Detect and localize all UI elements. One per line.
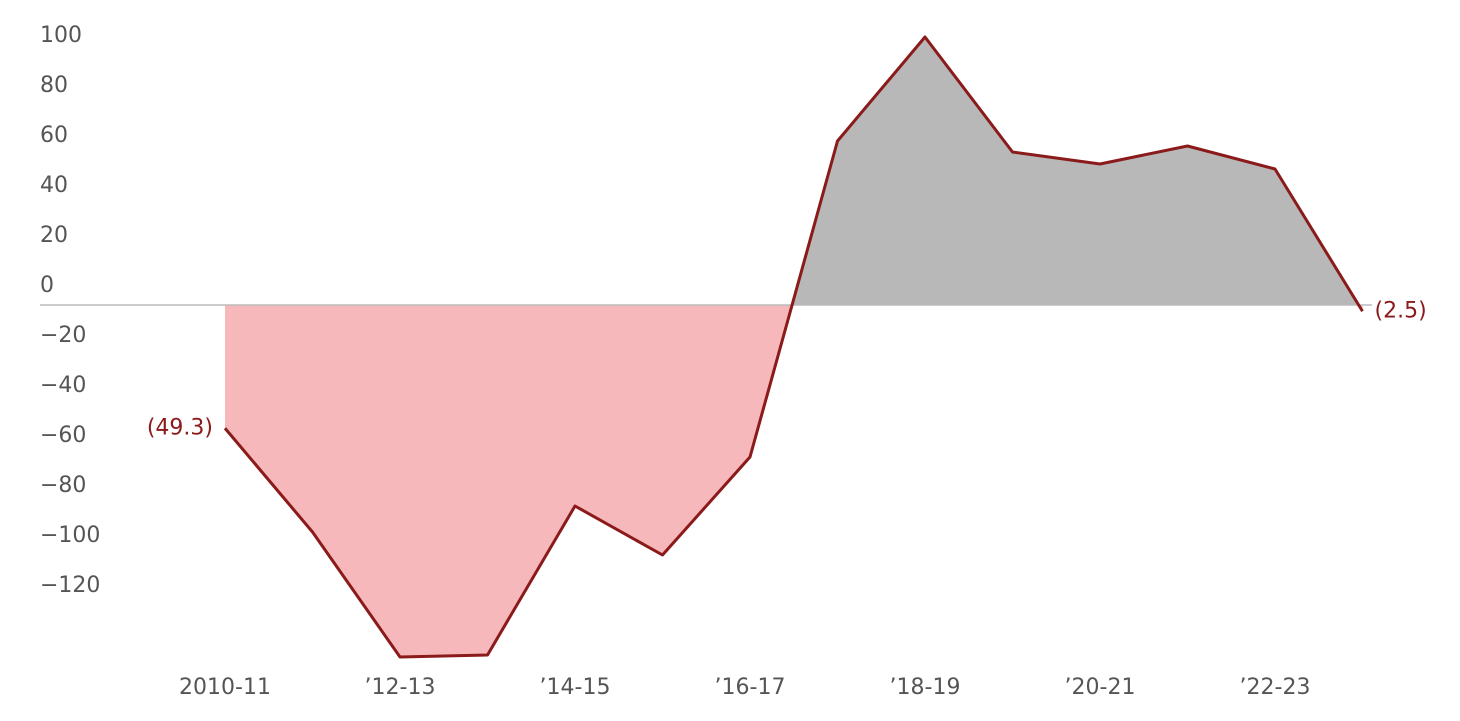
line: [223, 35, 1364, 659]
x-tick-label: 2010-11: [179, 675, 271, 700]
y-tick-label: 20: [40, 223, 68, 248]
y-tick-label: 80: [40, 73, 68, 98]
positive-area: [225, 37, 1363, 305]
negative-area: [225, 305, 1363, 657]
value-label: (49.3): [147, 415, 213, 440]
y-tick-label: 60: [40, 123, 68, 148]
y-tick-label: −120: [40, 573, 100, 598]
x-tick-label: ’14-15: [540, 675, 611, 700]
y-tick-label: 100: [40, 23, 82, 48]
y-tick-label: −20: [40, 323, 86, 348]
y-tick-label: 40: [40, 173, 68, 198]
y-tick-label: −80: [40, 473, 86, 498]
x-tick-label: ’16-17: [715, 675, 786, 700]
y-tick-label: 0: [40, 273, 54, 298]
x-tick-label: ’18-19: [890, 675, 961, 700]
y-tick-label: −100: [40, 523, 100, 548]
x-tick-label: ’22-23: [1240, 675, 1311, 700]
y-tick-label: −60: [40, 423, 86, 448]
x-tick-label: ’12-13: [365, 675, 436, 700]
x-tick-label: ’20-21: [1065, 675, 1136, 700]
value-label: (2.5): [1375, 298, 1427, 323]
y-tick-label: −40: [40, 373, 86, 398]
